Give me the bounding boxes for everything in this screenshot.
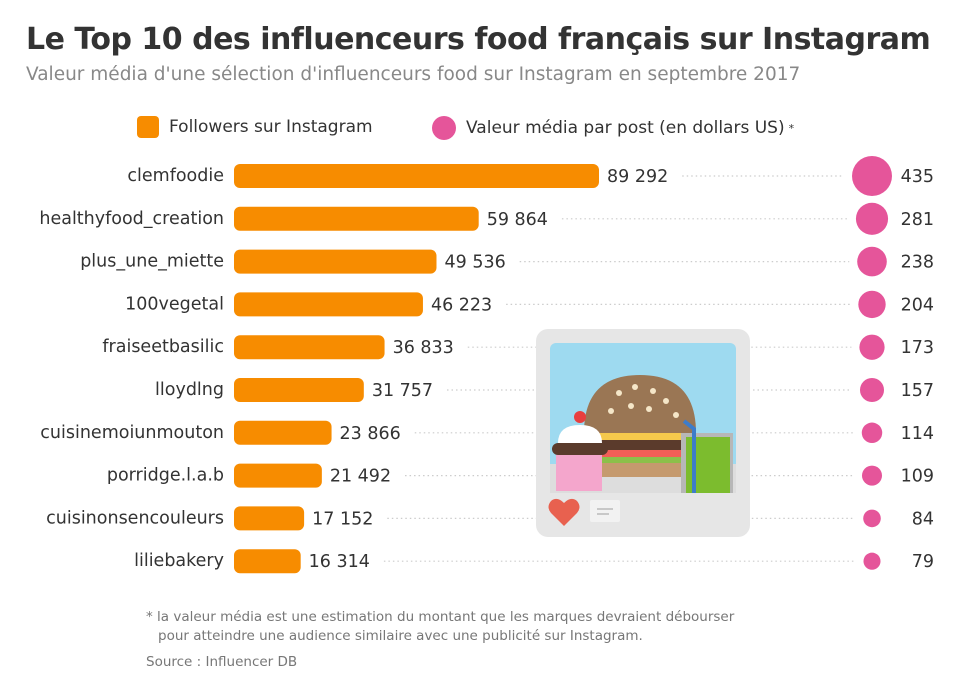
media-value-bubble xyxy=(858,290,886,319)
followers-bar xyxy=(234,292,423,317)
followers-bar xyxy=(234,378,364,402)
followers-bar xyxy=(234,164,599,188)
category-label: liliebakery xyxy=(134,551,224,571)
legend-label-followers: Followers sur Instagram xyxy=(169,117,373,137)
footnote: * la valeur média est une estimation du … xyxy=(146,608,734,646)
followers-value-label: 89 292 xyxy=(607,167,668,187)
media-value-bubble xyxy=(863,509,881,528)
media-value-label: 173 xyxy=(901,338,934,358)
legend-label-media-value: Valeur média par post (en dollars US) xyxy=(466,118,785,138)
media-value-bubble xyxy=(852,156,892,196)
followers-bar xyxy=(234,420,332,445)
media-value-bubble xyxy=(861,422,883,444)
media-value-bubble xyxy=(863,552,881,570)
media-value-label: 435 xyxy=(901,167,934,187)
comment-icon xyxy=(590,500,620,522)
media-value-bubble xyxy=(857,246,887,277)
media-value-label: 84 xyxy=(912,509,934,529)
footnote-line-1: * la valeur média est une estimation du … xyxy=(146,609,735,625)
category-label: plus_une_miette xyxy=(80,252,224,272)
followers-bar xyxy=(234,506,305,531)
followers-value-label: 17 152 xyxy=(312,509,373,529)
followers-value-label: 21 492 xyxy=(330,467,391,487)
legend-footnote-marker: * xyxy=(788,121,795,135)
category-label: clemfoodie xyxy=(127,166,224,186)
followers-bar xyxy=(234,206,479,231)
chart-subtitle: Valeur média d'une sélection d'influence… xyxy=(26,64,801,85)
legend-item-followers: Followers sur Instagram xyxy=(137,116,373,138)
media-value-label: 238 xyxy=(901,253,934,273)
followers-value-label: 46 223 xyxy=(431,295,492,315)
category-label: healthyfood_creation xyxy=(39,209,224,229)
media-value-label: 157 xyxy=(901,381,934,401)
category-label: cuisinonsencouleurs xyxy=(46,508,224,528)
media-value-bubble xyxy=(855,202,889,235)
chart-title: Le Top 10 des influenceurs food français… xyxy=(26,22,931,57)
category-label: cuisinemoiunmouton xyxy=(40,423,224,443)
media-value-bubble xyxy=(859,334,885,360)
followers-value-label: 31 757 xyxy=(372,381,433,401)
legend-item-media-value: Valeur média par post (en dollars US) * xyxy=(432,116,794,140)
followers-value-label: 59 864 xyxy=(487,210,548,230)
media-value-label: 109 xyxy=(901,467,934,487)
followers-bar xyxy=(234,335,385,360)
category-label: 100vegetal xyxy=(125,294,224,314)
legend-swatch-followers xyxy=(137,116,159,138)
followers-bar xyxy=(234,463,322,488)
followers-value-label: 16 314 xyxy=(309,552,370,572)
followers-value-label: 23 866 xyxy=(340,424,401,444)
source: Source : Influencer DB xyxy=(146,654,298,670)
media-value-bubble xyxy=(859,377,885,403)
followers-value-label: 49 536 xyxy=(444,253,505,273)
media-value-label: 114 xyxy=(901,424,934,444)
media-value-label: 281 xyxy=(901,210,934,230)
media-value-bubble xyxy=(861,465,883,486)
media-value-label: 79 xyxy=(912,552,934,572)
category-label: lloydlng xyxy=(155,380,224,400)
category-label: porridge.l.a.b xyxy=(107,466,224,486)
category-label: fraiseetbasilic xyxy=(102,337,224,357)
followers-value-label: 36 833 xyxy=(393,338,454,358)
followers-bar xyxy=(234,549,301,574)
legend-swatch-media-value xyxy=(432,116,456,140)
followers-bar xyxy=(234,249,437,274)
media-value-label: 204 xyxy=(901,295,934,315)
instagram-food-post-icon xyxy=(536,329,750,537)
heart-icon xyxy=(548,498,580,526)
legend: Followers sur Instagram Valeur média par… xyxy=(0,116,960,144)
footnote-line-2: pour atteindre une audience similaire av… xyxy=(158,628,643,644)
